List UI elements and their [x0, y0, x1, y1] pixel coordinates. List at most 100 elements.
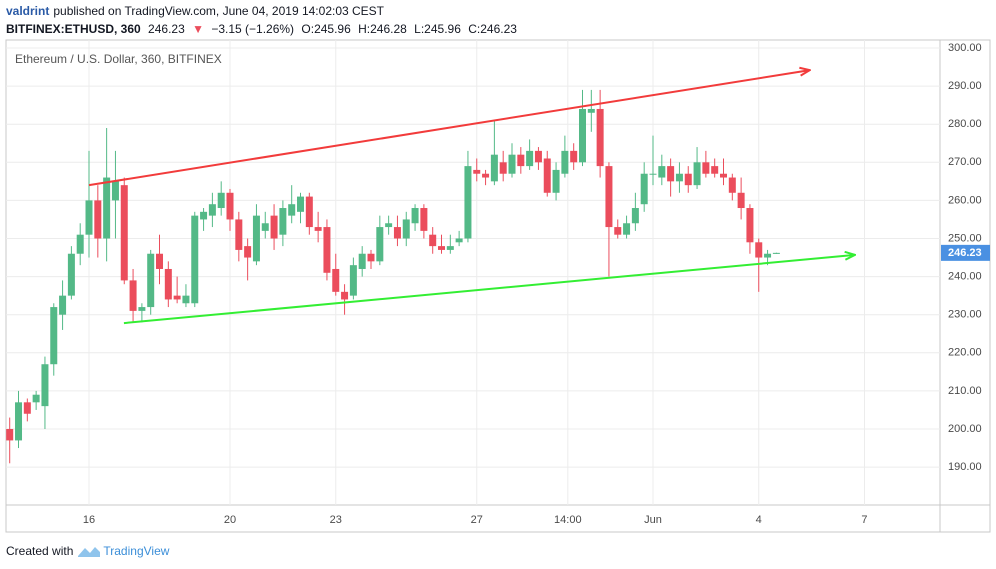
candle-body — [208, 204, 216, 216]
x-tick-label: 16 — [83, 514, 95, 526]
ohlc-low: L:245.96 — [414, 22, 461, 36]
candle-body — [623, 223, 631, 235]
candle-body — [332, 268, 340, 292]
candle-body — [446, 246, 454, 250]
candle-body — [297, 196, 305, 212]
y-tick-label: 260.00 — [948, 194, 982, 206]
candle-body — [120, 185, 128, 281]
chart: Ethereum / U.S. Dollar, 360, BITFINEX 19… — [5, 39, 991, 533]
candle-body — [76, 234, 84, 254]
author[interactable]: valdrint — [6, 4, 50, 18]
candle-body — [755, 242, 763, 258]
candle-body — [631, 208, 639, 224]
candle-body — [6, 428, 14, 441]
candle-body — [764, 253, 772, 258]
candle-body — [32, 394, 40, 403]
candle-body — [649, 173, 657, 175]
candle-body — [737, 192, 745, 209]
candle-body — [614, 227, 622, 235]
candle-body — [85, 200, 93, 235]
candle-body — [561, 150, 569, 174]
candle-body — [288, 204, 296, 216]
y-tick-label: 240.00 — [948, 271, 982, 283]
candle-body — [684, 173, 692, 186]
trend-line — [123, 255, 855, 325]
chart-title: Ethereum / U.S. Dollar, 360, BITFINEX — [15, 52, 222, 66]
candle-body — [473, 169, 481, 174]
frame — [5, 39, 991, 533]
y-tick-label: 200.00 — [948, 423, 982, 435]
candle-body — [393, 227, 401, 239]
candle-body — [658, 166, 666, 178]
candle-body — [349, 265, 357, 296]
candle-body — [499, 162, 507, 174]
ohlc-open: O:245.96 — [301, 22, 351, 36]
logo — [78, 547, 101, 557]
candle-body — [314, 227, 322, 231]
candle-body — [552, 169, 560, 193]
header-line-1: valdrint published on TradingView.com, Ju… — [6, 4, 388, 18]
x-tick-label: 4 — [756, 514, 762, 526]
last-price-box — [941, 244, 990, 261]
candle-body — [217, 192, 225, 209]
candle-body — [50, 307, 58, 365]
published: published on TradingView.com, June 04, 2… — [53, 4, 385, 18]
candle-body — [226, 192, 234, 220]
price: 246.23 — [148, 22, 185, 36]
candle-body — [15, 402, 23, 441]
x-tick-label: 7 — [861, 514, 867, 526]
candle-body — [587, 108, 595, 113]
x-tick-label: 23 — [330, 514, 342, 526]
candle-body — [702, 162, 710, 174]
candle-body — [482, 173, 490, 178]
candle-body — [23, 402, 31, 414]
candle-body — [728, 177, 736, 193]
candle-body — [191, 215, 199, 304]
candle-body — [244, 246, 252, 258]
ohlc-high: H:246.28 — [358, 22, 407, 36]
x-tick-label: 27 — [471, 514, 483, 526]
brand[interactable]: TradingView — [103, 544, 170, 558]
candle-body — [455, 238, 463, 243]
y-tick-label: 190.00 — [948, 461, 982, 473]
candle-body — [147, 253, 155, 308]
candle-body — [200, 211, 208, 220]
x-tick-label: 14:00 — [554, 514, 582, 526]
candle-body — [464, 166, 472, 239]
candle-body — [341, 291, 349, 300]
candle-body — [711, 166, 719, 174]
candle-body — [534, 150, 542, 163]
ohlc-close: C:246.23 — [468, 22, 517, 36]
candle-body — [164, 268, 172, 300]
footer: Created with TradingView — [6, 544, 169, 558]
change-arrow: ▼ — [192, 22, 204, 36]
candle-body — [429, 234, 437, 247]
change: −3.15 (−1.26%) — [211, 22, 295, 36]
candle-body — [111, 181, 119, 201]
candle-body — [517, 154, 525, 167]
candle-body — [667, 166, 675, 182]
header-line-2: BITFINEX:ETHUSD, 360 246.23 ▼ −3.15 (−1.… — [6, 22, 521, 36]
candle-body — [402, 219, 410, 239]
created-with: Created with — [6, 544, 74, 558]
candle-body — [772, 252, 780, 254]
y-tick-label: 250.00 — [948, 232, 982, 244]
candle-body — [693, 162, 701, 186]
candle-body — [675, 173, 683, 182]
candle-body — [719, 173, 727, 178]
candle-body — [640, 173, 648, 205]
candle-body — [94, 200, 102, 239]
candle-body — [411, 208, 419, 224]
symbol: BITFINEX:ETHUSD, 360 — [6, 22, 141, 36]
candle-body — [305, 196, 313, 228]
trend-line — [88, 70, 810, 187]
candle-body — [270, 215, 278, 239]
candle-body — [570, 150, 578, 163]
candle-body — [526, 150, 534, 167]
candle-body — [173, 295, 181, 300]
candle-body — [252, 215, 260, 262]
candle-body — [367, 253, 375, 262]
candle-body — [746, 208, 754, 243]
candle-body — [59, 295, 67, 315]
